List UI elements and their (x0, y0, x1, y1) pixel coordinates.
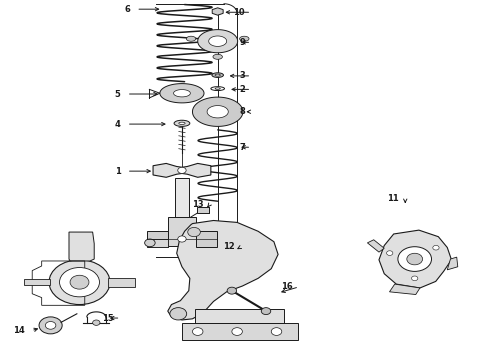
Text: 2: 2 (239, 85, 245, 94)
Polygon shape (368, 240, 384, 252)
Ellipse shape (211, 87, 224, 91)
Circle shape (433, 246, 439, 250)
Ellipse shape (215, 88, 221, 89)
Text: 7: 7 (239, 143, 245, 152)
Polygon shape (447, 257, 458, 270)
Polygon shape (160, 84, 204, 103)
Text: 10: 10 (233, 8, 245, 17)
Ellipse shape (174, 120, 190, 126)
Ellipse shape (179, 122, 185, 125)
Text: 9: 9 (239, 38, 245, 47)
Text: 11: 11 (387, 194, 399, 203)
Circle shape (398, 247, 432, 271)
Text: 15: 15 (102, 314, 114, 323)
Polygon shape (168, 220, 278, 320)
Polygon shape (195, 309, 284, 323)
Circle shape (261, 308, 271, 315)
Bar (24, 279, 49, 285)
Circle shape (232, 328, 243, 336)
Bar (108, 278, 135, 287)
Circle shape (70, 275, 89, 289)
Polygon shape (207, 105, 228, 118)
Circle shape (145, 239, 155, 247)
Ellipse shape (212, 73, 223, 77)
Polygon shape (173, 90, 190, 97)
Circle shape (93, 320, 100, 325)
Polygon shape (193, 97, 243, 126)
Text: 13: 13 (192, 200, 203, 209)
Bar (174, 178, 189, 217)
Circle shape (39, 317, 62, 334)
Text: 8: 8 (239, 107, 245, 116)
Circle shape (188, 228, 200, 237)
Circle shape (49, 260, 110, 305)
Circle shape (227, 287, 237, 294)
Circle shape (407, 253, 422, 265)
Text: 3: 3 (239, 71, 245, 80)
Polygon shape (390, 284, 420, 294)
Text: 4: 4 (115, 120, 121, 129)
Polygon shape (209, 36, 227, 46)
Polygon shape (212, 8, 223, 15)
Polygon shape (153, 163, 211, 177)
Bar (197, 207, 209, 213)
Circle shape (46, 321, 56, 329)
Text: 14: 14 (13, 326, 25, 335)
Ellipse shape (240, 36, 249, 41)
Ellipse shape (215, 74, 221, 76)
Text: 1: 1 (115, 167, 121, 176)
Circle shape (412, 276, 418, 281)
Bar (168, 217, 196, 246)
Ellipse shape (213, 54, 222, 59)
Polygon shape (379, 230, 451, 288)
Polygon shape (182, 323, 297, 340)
Ellipse shape (186, 36, 196, 41)
Circle shape (271, 328, 282, 336)
Circle shape (178, 236, 186, 242)
Text: 12: 12 (223, 242, 235, 251)
Bar (150, 239, 168, 247)
Polygon shape (196, 231, 217, 247)
Polygon shape (69, 232, 94, 261)
Polygon shape (147, 231, 168, 247)
Circle shape (193, 328, 203, 336)
Text: 6: 6 (124, 5, 130, 14)
Circle shape (387, 251, 393, 255)
Circle shape (60, 267, 99, 297)
Text: 5: 5 (115, 90, 121, 99)
Circle shape (170, 308, 187, 320)
Text: 16: 16 (281, 282, 293, 291)
Polygon shape (198, 30, 238, 53)
Circle shape (178, 167, 186, 174)
